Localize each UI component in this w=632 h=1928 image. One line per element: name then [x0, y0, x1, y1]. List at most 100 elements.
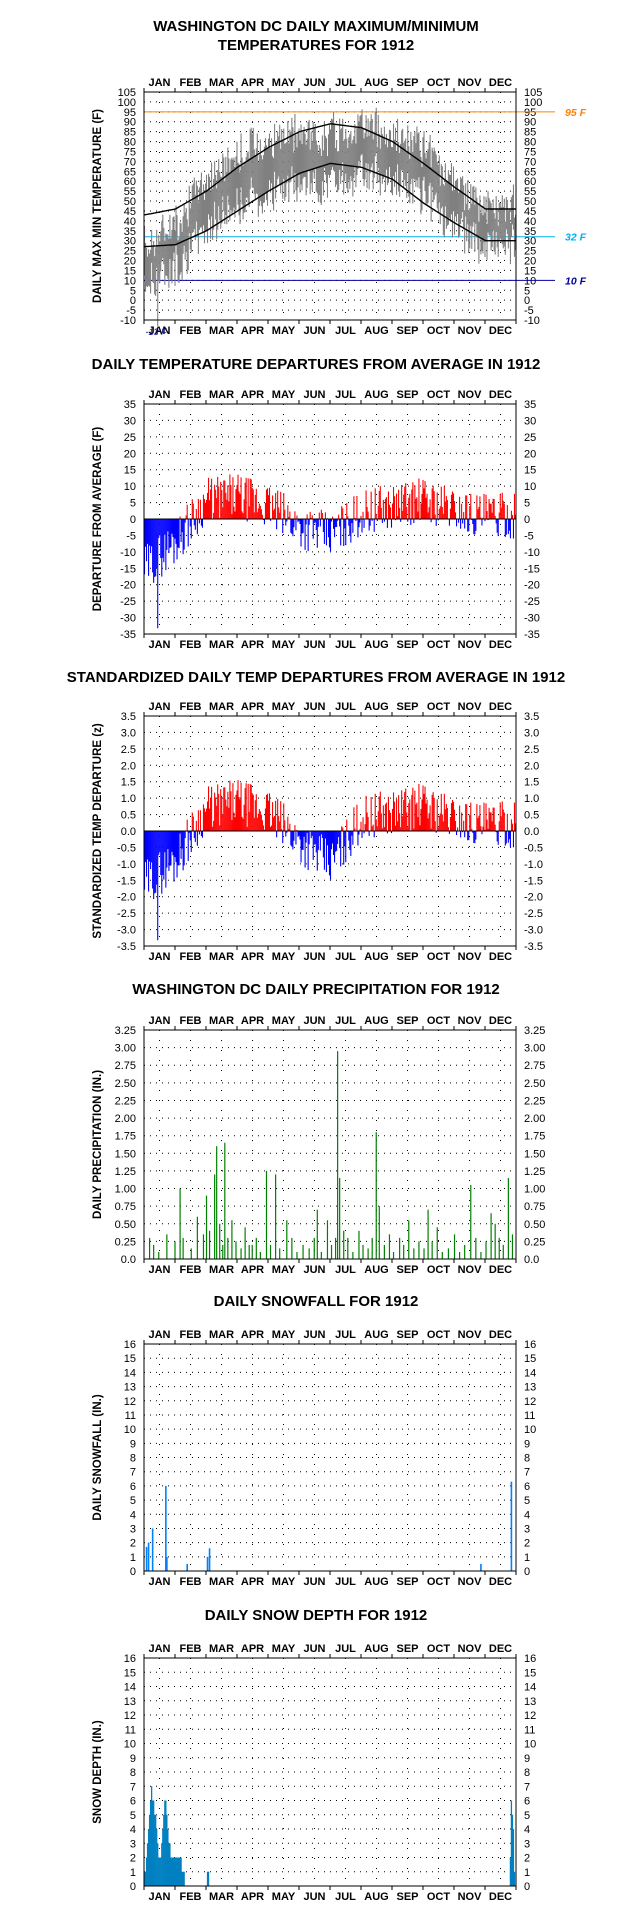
y-tick-label-right: 10: [524, 1739, 536, 1751]
top-month-label-oct: OCT: [427, 389, 451, 401]
top-month-label-nov: NOV: [458, 1329, 483, 1341]
y-tick-label-left: -20: [120, 580, 136, 592]
y-tick-label-right: 0.5: [524, 810, 539, 822]
y-tick-label-left: 13: [124, 1382, 136, 1394]
bottom-month-label-mar: MAR: [209, 951, 234, 963]
y-tick-label-right: 2.50: [524, 1078, 545, 1090]
bottom-month-label-dec: DEC: [489, 1576, 512, 1588]
bottom-month-label-nov: NOV: [458, 325, 483, 337]
y-tick-label-right: 30: [524, 236, 536, 248]
bottom-month-label-jul: JUL: [335, 1264, 356, 1276]
bottom-month-label-mar: MAR: [209, 1264, 234, 1276]
y-tick-label-right: 0.0: [524, 826, 539, 838]
y-tick-label-left: 13: [124, 1696, 136, 1708]
top-month-label-sep: SEP: [396, 1015, 418, 1027]
bottom-month-label-aug: AUG: [364, 639, 388, 651]
top-month-label-feb: FEB: [180, 1643, 202, 1655]
top-month-label-sep: SEP: [396, 389, 418, 401]
top-month-label-dec: DEC: [489, 1329, 512, 1341]
y-tick-label-right: 14: [524, 1367, 536, 1379]
top-month-label-jun: JUN: [303, 77, 325, 89]
y-tick-label-right: -10: [524, 315, 540, 327]
bottom-month-label-jul: JUL: [335, 1891, 356, 1903]
chart-snowfall: JAN JAN FEB FEB MAR MAR APR APR MAY MAY JUN JUN JUL J…: [92, 1329, 536, 1588]
y-tick-label-right: 2.00: [524, 1113, 545, 1125]
snowdepth-title: DAILY SNOW DEPTH FOR 1912: [204, 1607, 428, 1624]
y-tick-label-left: 3.00: [115, 1043, 136, 1055]
bottom-month-label-nov: NOV: [458, 1576, 483, 1588]
y-tick-label-left: 10: [124, 1424, 136, 1436]
y-tick-label-left: -2.5: [117, 908, 136, 920]
y-tick-label-left: 8: [130, 1767, 136, 1779]
bottom-month-label-apr: APR: [241, 1264, 264, 1276]
y-tick-label-right: 105: [524, 87, 542, 99]
y-tick-label-left: 6: [130, 1796, 136, 1808]
y-tick-label-right: 65: [524, 166, 536, 178]
top-month-label-mar: MAR: [209, 1015, 234, 1027]
bottom-month-label-jun: JUN: [303, 1891, 325, 1903]
y-tick-label-right: 15: [524, 465, 536, 477]
top-month-label-feb: FEB: [180, 77, 202, 89]
bottom-month-label-nov: NOV: [458, 639, 483, 651]
bottom-month-label-feb: FEB: [180, 325, 202, 337]
top-month-label-jun: JUN: [303, 701, 325, 713]
top-month-label-dec: DEC: [489, 701, 512, 713]
y-tick-label-right: 1.75: [524, 1131, 545, 1143]
bottom-month-label-oct: OCT: [427, 951, 451, 963]
top-month-label-sep: SEP: [396, 1329, 418, 1341]
top-month-label-sep: SEP: [396, 1643, 418, 1655]
y-tick-label-right: -1.0: [524, 859, 543, 871]
bottom-month-label-dec: DEC: [489, 639, 512, 651]
bottom-month-label-jan: JAN: [148, 325, 170, 337]
y-tick-label-right: -30: [524, 613, 540, 625]
y-tick-label-left: 1.00: [115, 1184, 136, 1196]
y-axis-label: DEPARTURE FROM AVERAGE (F): [92, 427, 104, 612]
y-tick-label-right: 25: [524, 432, 536, 444]
y-tick-label-right: 9: [524, 1438, 530, 1450]
y-tick-label-right: -20: [524, 580, 540, 592]
y-tick-label-right: 30: [524, 415, 536, 427]
y-tick-label-right: 15: [524, 1667, 536, 1679]
bottom-month-label-jun: JUN: [303, 325, 325, 337]
top-month-label-nov: NOV: [458, 389, 483, 401]
top-month-label-oct: OCT: [427, 1015, 451, 1027]
y-tick-label-left: 75: [124, 146, 136, 158]
bottom-month-label-oct: OCT: [427, 325, 451, 337]
y-tick-label-right: 40: [524, 216, 536, 228]
y-tick-label-right: 10: [524, 275, 536, 287]
normal-high-line: [144, 122, 516, 216]
y-tick-label-left: 40: [124, 216, 136, 228]
bottom-month-label-aug: AUG: [364, 1264, 388, 1276]
y-tick-label-left: 1: [130, 1552, 136, 1564]
y-tick-label-right: 75: [524, 146, 536, 158]
top-month-label-feb: FEB: [180, 389, 202, 401]
y-tick-label-right: 11: [524, 1410, 535, 1422]
y-tick-label-left: 7: [130, 1467, 136, 1479]
top-month-label-sep: SEP: [396, 701, 418, 713]
y-tick-label-left: 15: [124, 1667, 136, 1679]
y-tick-label-left: -1.0: [117, 859, 136, 871]
snowfall-title: DAILY SNOWFALL FOR 1912: [213, 1293, 419, 1310]
bottom-month-label-oct: OCT: [427, 1264, 451, 1276]
y-tick-label-right: -3.0: [524, 925, 543, 937]
bottom-month-label-may: MAY: [272, 1891, 296, 1903]
y-tick-label-left: 45: [124, 206, 136, 218]
y-tick-label-left: -5: [126, 305, 136, 317]
top-month-label-jan: JAN: [148, 389, 170, 401]
bottom-month-label-feb: FEB: [180, 1264, 202, 1276]
y-tick-label-left: 50: [124, 196, 136, 208]
top-month-label-apr: APR: [241, 1643, 264, 1655]
normal-low-line: [144, 162, 516, 248]
y-tick-label-left: 3: [130, 1838, 136, 1850]
top-month-label-jul: JUL: [335, 701, 356, 713]
y-tick-label-right: -1.5: [524, 875, 543, 887]
y-tick-label-left: 100: [118, 97, 136, 109]
y-tick-label-left: 0.0: [121, 826, 136, 838]
bottom-month-label-aug: AUG: [364, 325, 388, 337]
y-tick-label-left: 1: [130, 1867, 136, 1879]
y-tick-label-left: 0.75: [115, 1201, 136, 1213]
y-tick-label-left: 3.25: [115, 1025, 136, 1037]
bottom-month-label-sep: SEP: [396, 639, 418, 651]
y-tick-label-right: 0: [524, 1881, 530, 1893]
bottom-month-label-nov: NOV: [458, 1264, 483, 1276]
